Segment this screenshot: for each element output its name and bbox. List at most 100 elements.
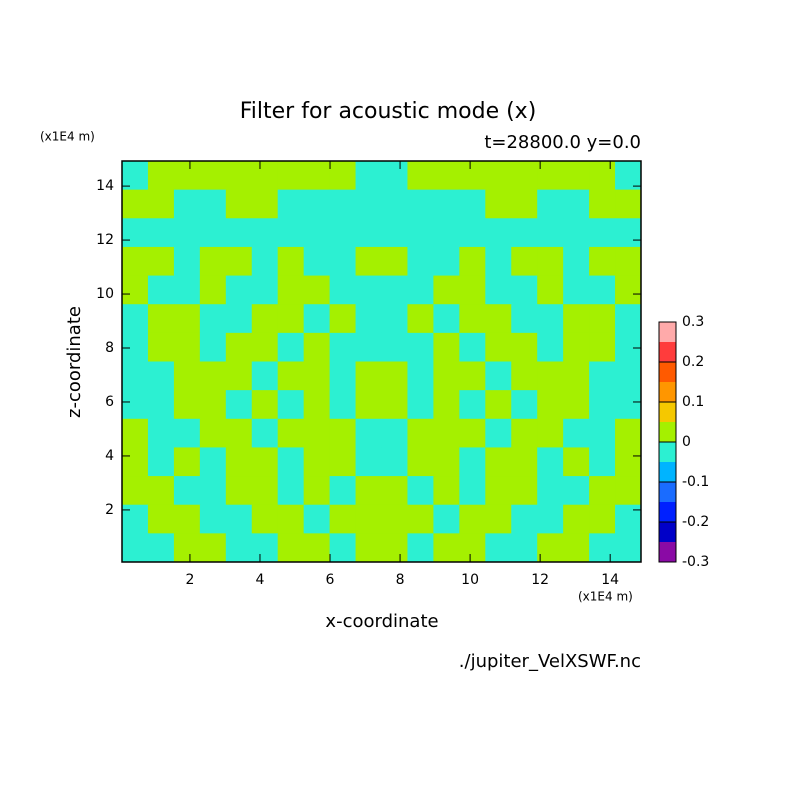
cell [407, 304, 434, 334]
colorbar-band [659, 342, 676, 362]
cell [303, 361, 331, 391]
cell [329, 218, 357, 248]
y-tick-label: 10 [96, 286, 114, 302]
cell [511, 304, 538, 334]
cell [459, 189, 486, 219]
cell [147, 390, 175, 420]
cell [433, 275, 460, 305]
cell [381, 332, 408, 362]
cell [277, 218, 305, 248]
cell [537, 504, 564, 534]
x-tick-label: 10 [461, 572, 479, 588]
cell [303, 218, 331, 248]
cell [459, 361, 486, 391]
cell [251, 533, 279, 563]
cell [381, 246, 408, 277]
cell [251, 447, 279, 477]
cell [225, 304, 253, 334]
cell [199, 246, 227, 277]
cell [329, 390, 357, 420]
cell [433, 189, 460, 219]
cell [407, 246, 434, 277]
cell [355, 476, 382, 506]
cell [615, 476, 642, 506]
cell [147, 533, 175, 563]
cell [277, 304, 305, 334]
colorbar-band [659, 382, 676, 402]
cell [277, 390, 305, 420]
cell [173, 304, 201, 334]
cell [277, 332, 305, 362]
colorbar-tick-label: 0 [682, 434, 691, 450]
cell [615, 533, 642, 563]
cell [485, 246, 512, 277]
cell [147, 476, 175, 506]
cell [433, 476, 460, 506]
cell [381, 275, 408, 305]
cell [329, 418, 357, 448]
cell [407, 533, 434, 563]
cell [485, 218, 512, 248]
x-tick-label: 6 [326, 572, 335, 588]
colorbar-tick-label: -0.2 [682, 514, 709, 530]
plot-frame [121, 160, 642, 563]
cell [485, 390, 512, 420]
cell [122, 218, 149, 248]
cell [303, 390, 331, 420]
cell [537, 418, 564, 448]
cell [355, 361, 382, 391]
cell [147, 161, 175, 191]
cell [433, 447, 460, 477]
cell [589, 504, 616, 534]
cell [407, 447, 434, 477]
cell [147, 447, 175, 477]
cell [511, 447, 538, 477]
cell [225, 218, 253, 248]
cell [615, 418, 642, 448]
cell [147, 332, 175, 362]
cell [459, 304, 486, 334]
cell [563, 533, 590, 563]
cell [199, 332, 227, 362]
cell [485, 275, 512, 305]
cell [355, 533, 382, 563]
cell [433, 304, 460, 334]
cell [122, 533, 149, 563]
cell [537, 447, 564, 477]
x-tick-label: 2 [185, 572, 194, 588]
cell [407, 218, 434, 248]
cell [225, 332, 253, 362]
cell [589, 390, 616, 420]
cell [147, 418, 175, 448]
cell [225, 275, 253, 305]
cell [329, 533, 357, 563]
cell [173, 361, 201, 391]
cell [303, 533, 331, 563]
cell [485, 533, 512, 563]
cell [459, 533, 486, 563]
cell [173, 533, 201, 563]
cell [173, 447, 201, 477]
cell [355, 418, 382, 448]
colorbar-band [659, 442, 676, 462]
cell [277, 275, 305, 305]
cell [615, 390, 642, 420]
cell [589, 447, 616, 477]
cell [303, 476, 331, 506]
cell [329, 476, 357, 506]
cell [511, 390, 538, 420]
cell [589, 161, 616, 191]
cell [173, 275, 201, 305]
cell [251, 246, 279, 277]
x-tick-label: 12 [531, 572, 549, 588]
cell [381, 304, 408, 334]
cell [615, 189, 642, 219]
cell [381, 161, 408, 191]
cell [563, 161, 590, 191]
cell [615, 161, 642, 191]
colorbar-band [659, 402, 676, 422]
cell [355, 218, 382, 248]
colorbar-tick-label: 0.2 [682, 354, 704, 370]
x-tick-label: 8 [396, 572, 405, 588]
